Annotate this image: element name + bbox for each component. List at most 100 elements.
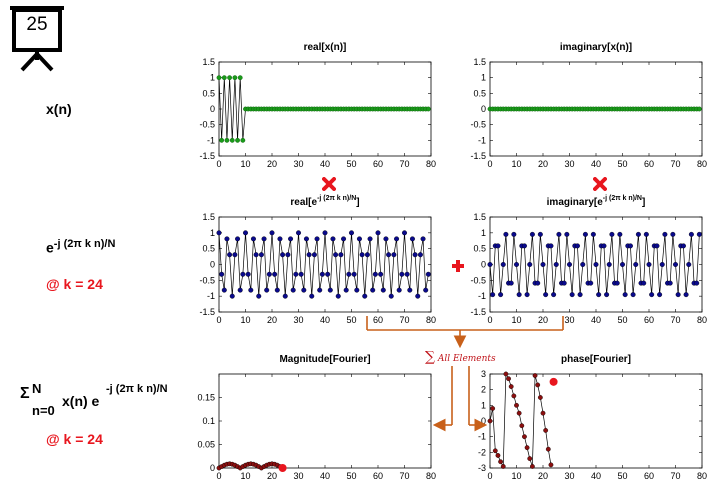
y-tick-label: 1 bbox=[210, 73, 215, 83]
data-point bbox=[643, 231, 649, 237]
chart-magnitude: 0 10 20 30 40 50 60 70 80 0.15 0.1 0.05 0 Magnitude[F… bbox=[197, 354, 436, 481]
title-base: imaginary[e bbox=[547, 197, 604, 208]
data-point bbox=[346, 271, 352, 277]
data-point bbox=[237, 287, 243, 293]
data-point bbox=[242, 230, 248, 236]
data-point bbox=[498, 292, 504, 298]
sum-formula: Σ N n=0 x(n) e -j (2π k n)/N bbox=[20, 381, 168, 425]
data-point bbox=[590, 231, 596, 237]
data-point bbox=[522, 434, 527, 440]
data-point bbox=[351, 271, 357, 277]
plus-icon bbox=[451, 259, 465, 273]
chart-title: imaginary[x(n)] bbox=[560, 42, 632, 53]
y-tick-label: -0.5 bbox=[470, 275, 486, 285]
data-point bbox=[696, 231, 702, 237]
x-tick-label: 0 bbox=[487, 471, 492, 481]
data-point bbox=[574, 243, 580, 249]
data-point bbox=[503, 371, 509, 377]
x-tick-label: 50 bbox=[346, 159, 356, 169]
data-point bbox=[567, 262, 573, 268]
data-point bbox=[604, 292, 610, 298]
data-point bbox=[306, 252, 312, 258]
data-point bbox=[402, 230, 408, 236]
chart-phase: 0 10 20 30 40 50 60 70 803210-1-2-3phase[Fourier… bbox=[478, 354, 707, 481]
k-note-2: @ k = 24 bbox=[46, 431, 103, 447]
x-tick-label: 40 bbox=[591, 471, 601, 481]
chart-title: imaginary[e-j (2π k n)/N] bbox=[547, 195, 646, 208]
data-point bbox=[617, 231, 623, 237]
x-tick-label: 50 bbox=[617, 159, 627, 169]
data-point bbox=[630, 292, 636, 298]
data-point bbox=[290, 287, 296, 293]
data-point bbox=[657, 292, 663, 298]
y-tick-label: 0.1 bbox=[202, 416, 215, 426]
kernel-base: e bbox=[46, 239, 54, 256]
data-point bbox=[266, 271, 272, 277]
data-point bbox=[495, 453, 501, 458]
data-point bbox=[686, 262, 692, 268]
x-tick-label: 60 bbox=[373, 159, 383, 169]
x-tick-label: 60 bbox=[644, 315, 654, 325]
data-point bbox=[490, 292, 496, 298]
data-point bbox=[261, 236, 267, 242]
x-tick-label: 60 bbox=[644, 159, 654, 169]
data-point bbox=[272, 271, 278, 277]
x-tick-label: 10 bbox=[240, 471, 250, 481]
data-point bbox=[530, 464, 535, 469]
data-point bbox=[277, 236, 283, 242]
x-tick-label: 70 bbox=[399, 159, 409, 169]
data-point bbox=[412, 252, 418, 258]
data-point bbox=[333, 252, 339, 258]
data-point bbox=[514, 262, 520, 268]
data-point bbox=[356, 236, 362, 242]
x-tick-label: 80 bbox=[697, 315, 707, 325]
data-point bbox=[577, 292, 583, 298]
chart-imag-kernel: 0 10 20 30 40 50 60 70 80 1.5 1 0.5 0 -0.5 -1 -1.5 imagi… bbox=[470, 195, 707, 325]
data-point bbox=[301, 287, 307, 293]
data-point bbox=[407, 287, 413, 293]
data-point bbox=[317, 287, 323, 293]
data-point bbox=[543, 427, 549, 433]
x-tick-label: 30 bbox=[564, 471, 574, 481]
chart-title: real[e-j (2π k n)/N] bbox=[290, 195, 359, 208]
data-point bbox=[232, 75, 238, 81]
data-point bbox=[564, 231, 570, 237]
x-tick-label: 70 bbox=[399, 315, 409, 325]
x-tick-label: 20 bbox=[538, 315, 548, 325]
data-point bbox=[216, 230, 222, 236]
y-tick-label: 0 bbox=[481, 104, 486, 114]
x-tick-label: 30 bbox=[293, 159, 303, 169]
sum-connectors bbox=[366, 316, 564, 432]
y-tick-label: 0 bbox=[481, 260, 486, 270]
data-point bbox=[680, 243, 686, 249]
data-point bbox=[543, 292, 549, 298]
data-point bbox=[537, 231, 543, 237]
data-point bbox=[221, 75, 227, 81]
y-tick-label: 0 bbox=[210, 104, 215, 114]
x-tick-label: 0 bbox=[487, 159, 492, 169]
data-point bbox=[293, 271, 299, 277]
chart-real-x: 0 10 20 30 40 50 60 70 80 1.5 1 0.5 0 -0.5 -1 -1.5 real[… bbox=[199, 42, 436, 169]
data-point bbox=[224, 236, 230, 242]
data-point bbox=[606, 262, 612, 268]
data-point bbox=[519, 423, 525, 429]
multiply-icon-left bbox=[322, 177, 336, 191]
y-tick-label: -0.5 bbox=[470, 120, 486, 130]
data-point bbox=[500, 262, 506, 268]
x-tick-label: 20 bbox=[538, 159, 548, 169]
y-tick-label: -1.5 bbox=[199, 307, 215, 317]
series-line bbox=[489, 234, 700, 295]
x-tick-label: 80 bbox=[426, 471, 436, 481]
x-tick-label: 60 bbox=[373, 471, 383, 481]
data-point bbox=[383, 236, 389, 242]
xn-label: x(n) bbox=[46, 101, 72, 117]
x-tick-label: 20 bbox=[538, 471, 548, 481]
data-point bbox=[423, 287, 429, 293]
multiply-icon-right bbox=[593, 177, 607, 191]
title-end: ] bbox=[356, 197, 359, 208]
data-point bbox=[227, 252, 233, 258]
y-tick-label: -1 bbox=[478, 291, 486, 301]
x-tick-label: 40 bbox=[320, 315, 330, 325]
x-tick-label: 40 bbox=[591, 159, 601, 169]
chart-title: phase[Fourier] bbox=[561, 354, 631, 365]
